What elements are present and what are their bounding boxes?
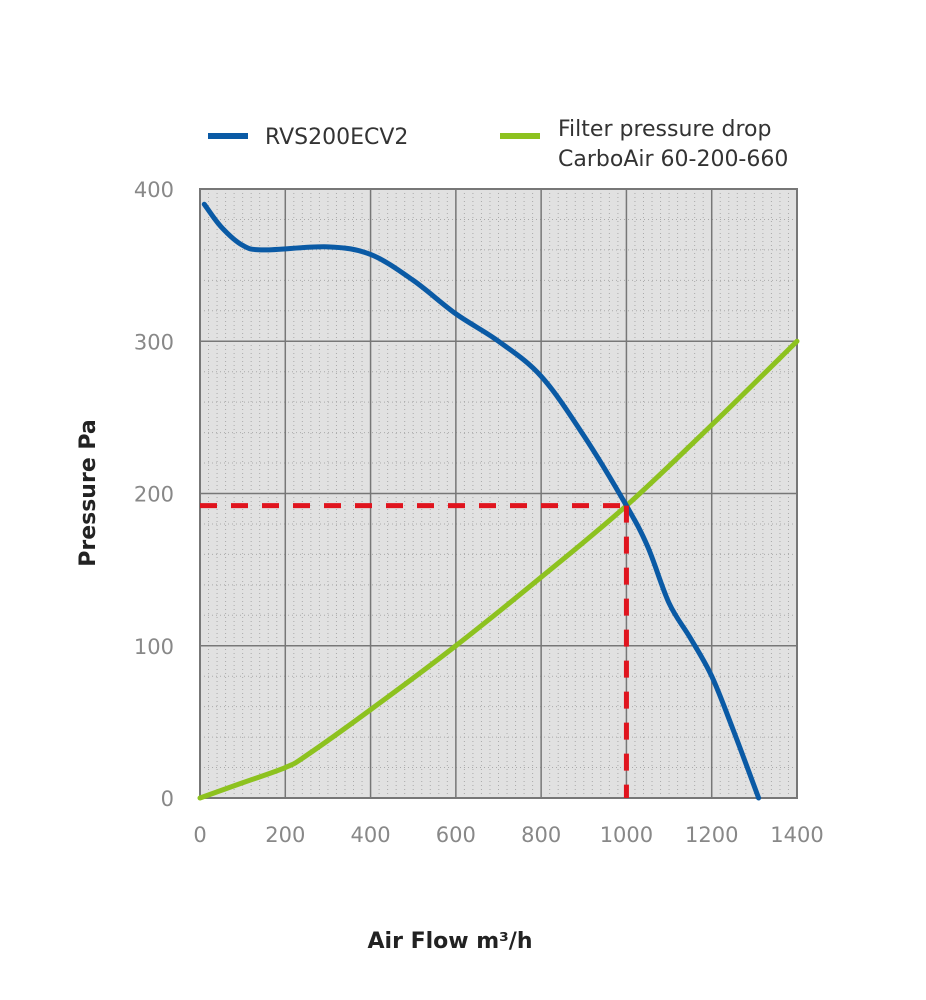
x-tick-label: 1000 <box>600 823 653 847</box>
x-tick-label: 1400 <box>770 823 823 847</box>
x-tick-label: 600 <box>436 823 476 847</box>
legend: RVS200ECV2 Filter pressure drop CarboAir… <box>208 117 788 172</box>
y-tick-label: 100 <box>134 635 174 659</box>
legend-label-rvs: RVS200ECV2 <box>265 125 408 150</box>
legend-label-filter: Filter pressure drop <box>558 117 771 142</box>
x-axis-label: Air Flow m³/h <box>368 929 533 954</box>
y-tick-label: 0 <box>161 787 174 811</box>
legend-label-filter-line2: CarboAir 60-200-660 <box>558 147 788 172</box>
y-axis-label: Pressure Pa <box>76 419 101 567</box>
x-tick-label: 800 <box>521 823 561 847</box>
plot-frame <box>199 188 798 799</box>
x-tick-label: 400 <box>351 823 391 847</box>
y-tick-label: 200 <box>134 483 174 507</box>
filter-pressure-line <box>197 338 800 801</box>
x-tick-label: 0 <box>193 823 206 847</box>
y-tick-label: 300 <box>134 330 174 354</box>
rvs200ecv2-line <box>201 201 762 801</box>
y-tick-label: 400 <box>134 178 174 202</box>
x-tick-label: 1200 <box>685 823 738 847</box>
x-tick-label: 200 <box>265 823 305 847</box>
